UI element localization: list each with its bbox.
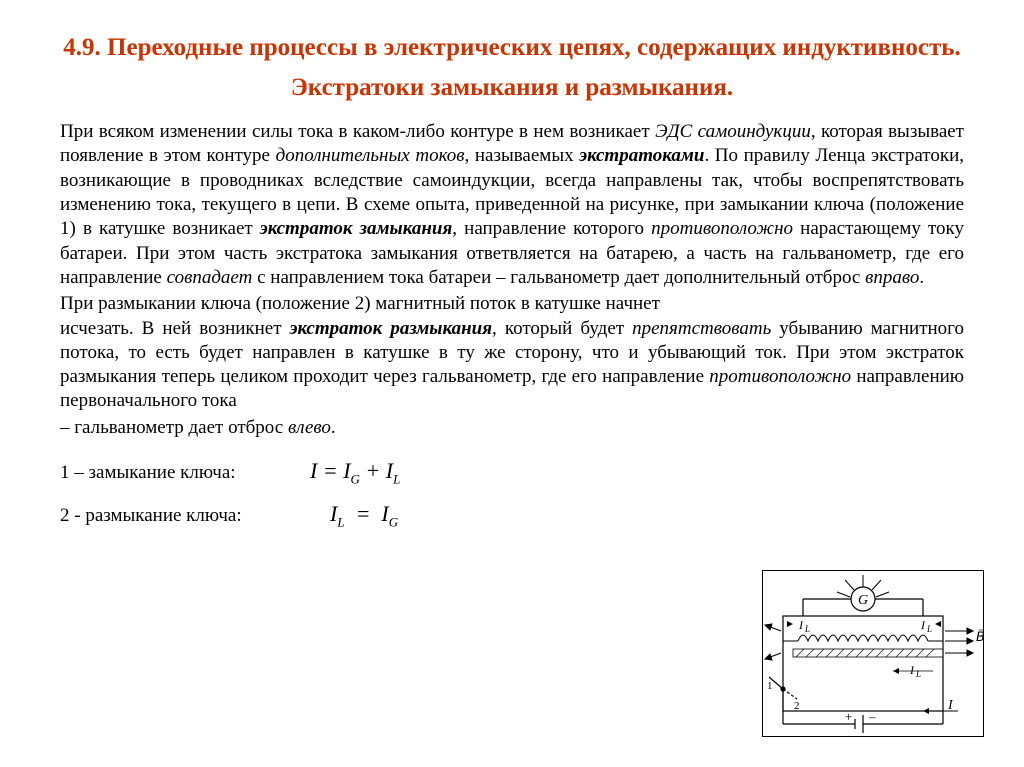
svg-text:–: – <box>868 709 876 724</box>
svg-text:2: 2 <box>794 700 800 712</box>
galvanometer-label: G <box>858 593 868 608</box>
svg-text:L: L <box>915 669 921 679</box>
formula-1: I = IG + IL <box>310 458 400 487</box>
svg-text:I: I <box>798 618 804 632</box>
svg-text:I: I <box>920 618 926 632</box>
paragraph-2: При размыкании ключа (положение 2) магни… <box>60 292 964 316</box>
svg-text:L: L <box>804 624 810 634</box>
circuit-diagram: G <box>762 570 984 737</box>
circuit-svg: G <box>763 571 983 736</box>
svg-text:L: L <box>926 624 932 634</box>
formula-row-1: 1 – замыкание ключа: I = IG + IL <box>60 458 710 487</box>
svg-text:I: I <box>909 663 915 677</box>
formula-2-label: 2 - размыкание ключа: <box>60 505 290 527</box>
formula-2: IL = IG <box>330 501 398 530</box>
formula-row-2: 2 - размыкание ключа: IL = IG <box>60 501 710 530</box>
formula-1-label: 1 – замыкание ключа: <box>60 462 290 484</box>
svg-text:B⃗: B⃗ <box>976 629 983 644</box>
svg-text:+: + <box>845 709 852 724</box>
slide-page: 4.9. Переходные процессы в электрических… <box>0 0 1024 767</box>
svg-text:1: 1 <box>767 680 773 692</box>
paragraph-1: При всяком изменении силы тока в каком-л… <box>60 120 964 290</box>
paragraph-4: – гальванометр дает отброс влево. <box>60 416 710 440</box>
paragraph-3: исчезать. В ней возникнет экстраток разм… <box>60 317 964 414</box>
slide-title: 4.9. Переходные процессы в электрических… <box>60 28 964 108</box>
